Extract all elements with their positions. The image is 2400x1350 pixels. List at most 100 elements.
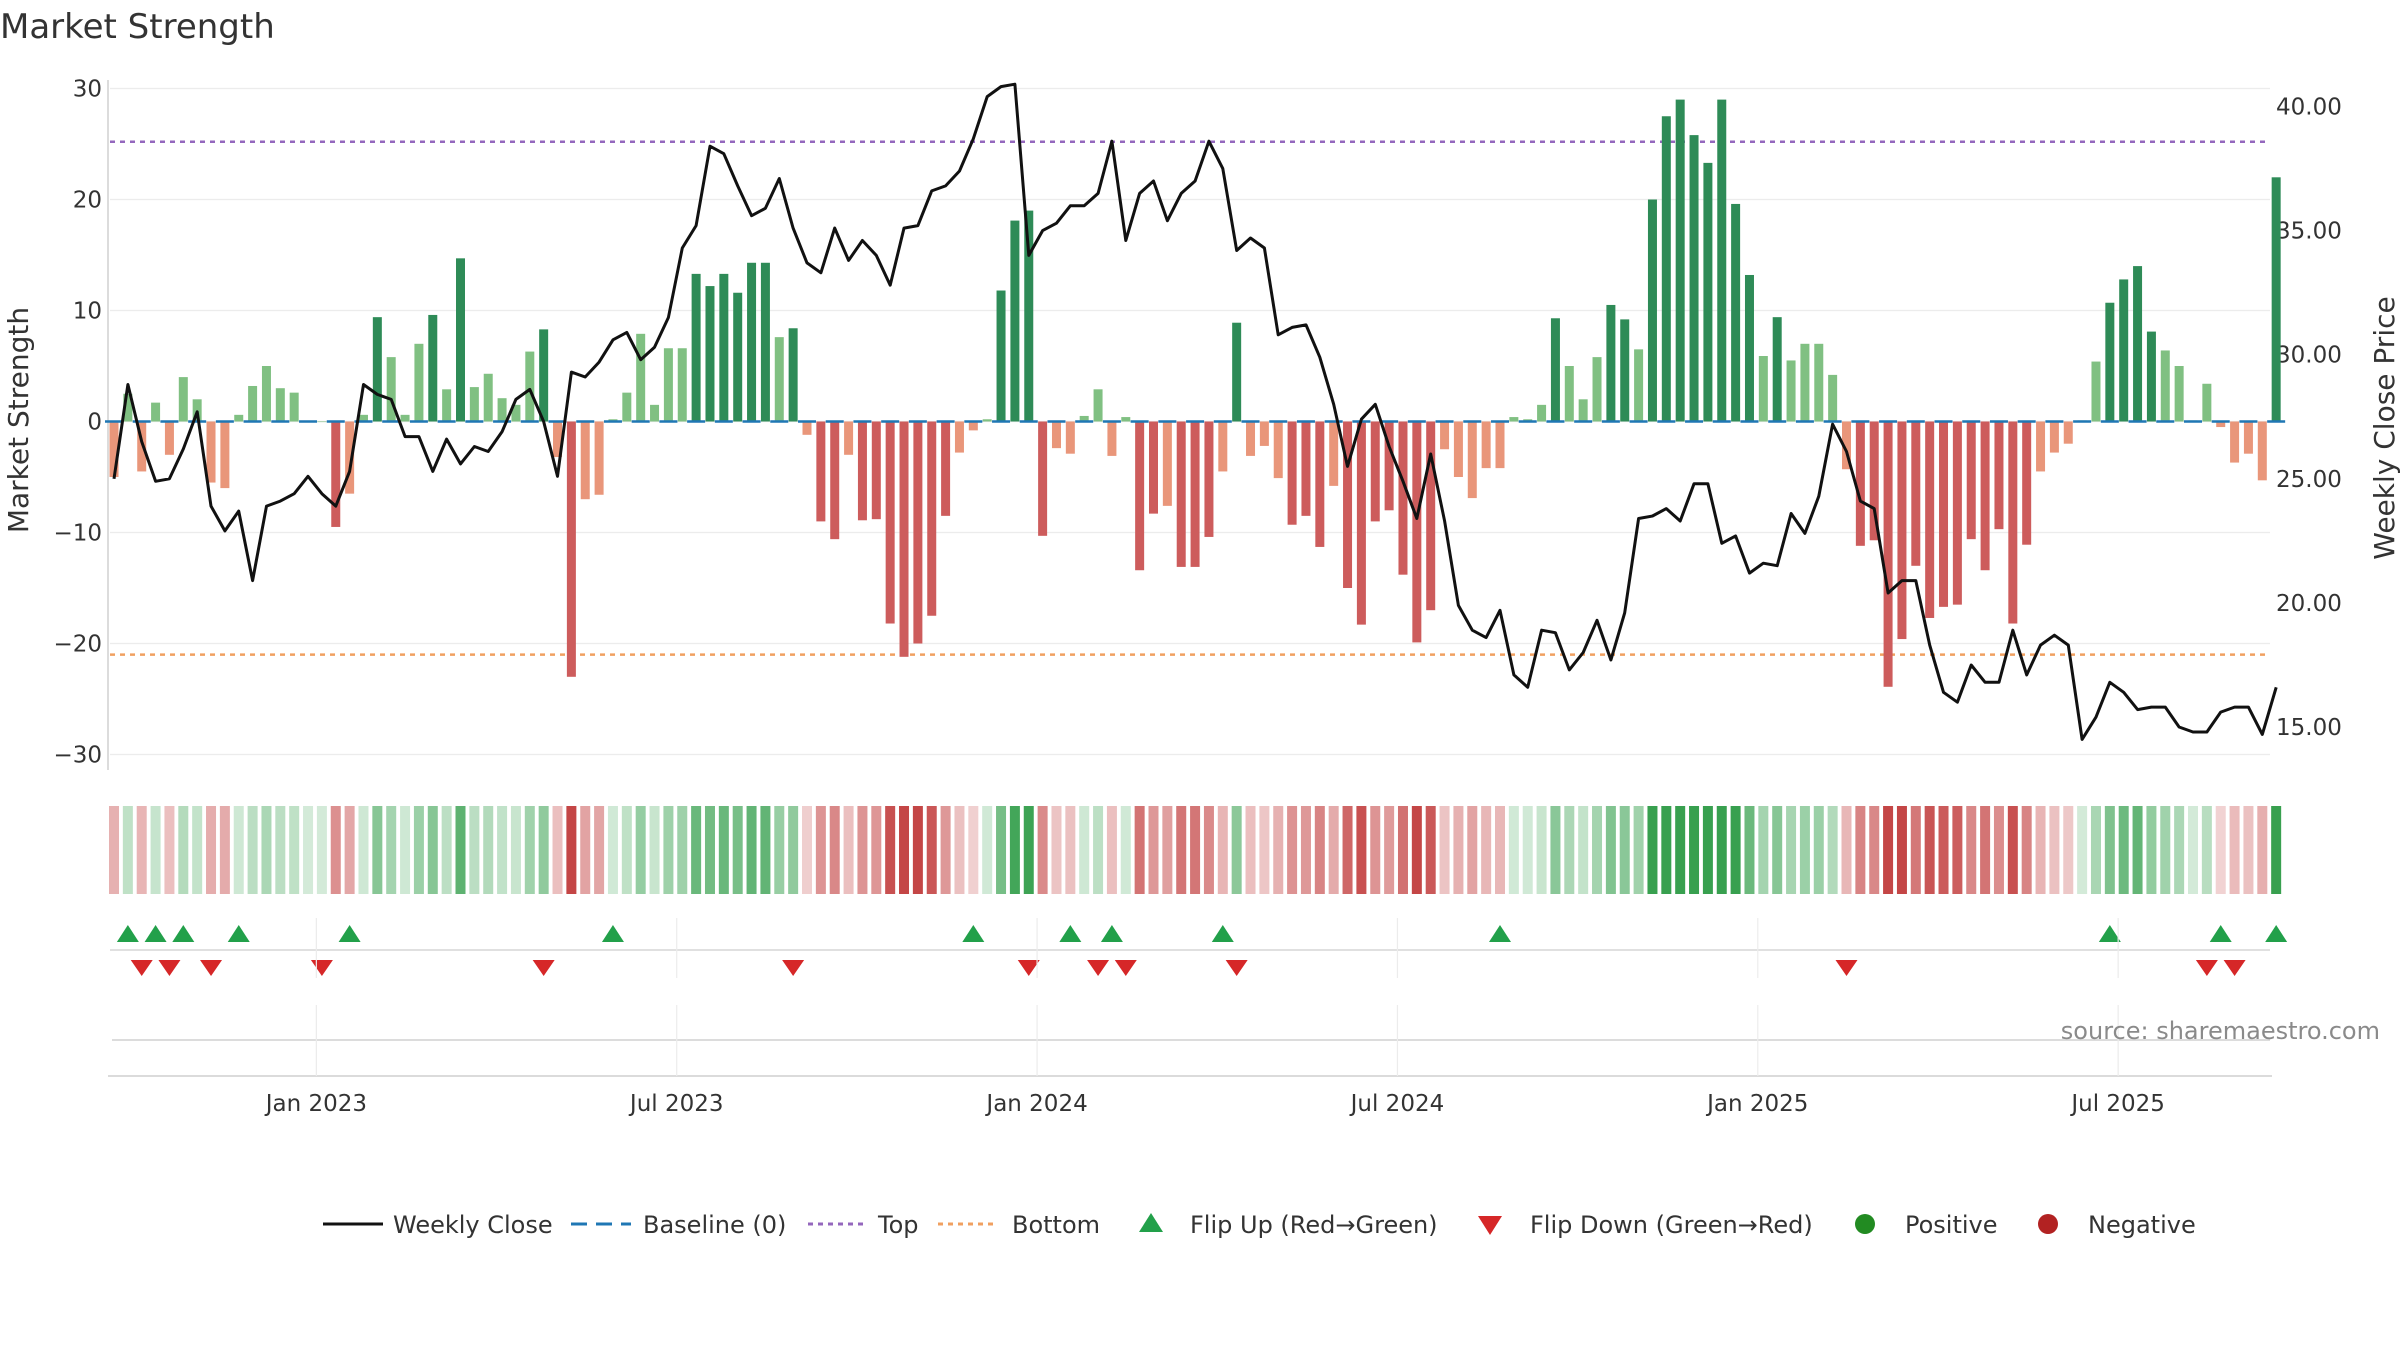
reference-lines xyxy=(110,140,2270,656)
strength-bar xyxy=(1814,343,1824,422)
strip-cell xyxy=(1522,806,1533,894)
strength-bar xyxy=(483,373,493,422)
strip-cell xyxy=(344,806,355,894)
strength-bar xyxy=(109,421,119,477)
strip-cell xyxy=(2104,806,2115,894)
flip-down-marker xyxy=(1017,960,1040,976)
strength-bar xyxy=(1939,421,1949,607)
strength-bar xyxy=(400,414,410,422)
strength-bar xyxy=(663,348,673,422)
strength-bar xyxy=(1176,421,1186,567)
strip-cell xyxy=(677,806,688,894)
right-tick-label: 25.00 xyxy=(2276,467,2342,493)
strength-bar xyxy=(1246,421,1256,456)
strip-cell xyxy=(1841,806,1852,894)
strip-cell xyxy=(788,806,799,894)
strip-cell xyxy=(663,806,674,894)
strength-bar xyxy=(1121,417,1131,422)
strength-bar xyxy=(1301,421,1311,516)
strip-cell xyxy=(1273,806,1284,894)
strip-cell xyxy=(1758,806,1769,894)
strip-cell xyxy=(1328,806,1339,894)
strength-bar xyxy=(594,421,604,495)
strip-cell xyxy=(2063,806,2074,894)
flip-down-marker xyxy=(532,960,555,976)
strength-bar xyxy=(913,421,923,644)
right-tick-label: 20.00 xyxy=(2276,591,2342,617)
legend-label: Negative xyxy=(2088,1211,2196,1239)
strength-bar xyxy=(1065,421,1075,454)
strip-cell xyxy=(2007,806,2018,894)
flip-down-marker xyxy=(130,960,153,976)
strength-bar xyxy=(2008,421,2018,624)
strip-cell xyxy=(413,806,424,894)
strip-cell xyxy=(1411,806,1422,894)
strength-bar xyxy=(996,290,1006,422)
legend-flip-down-swatch xyxy=(1478,1216,1502,1235)
strength-bar xyxy=(1883,421,1893,687)
strip-cell xyxy=(1536,806,1547,894)
strength-bar xyxy=(1149,421,1158,514)
strip-cell xyxy=(483,806,494,894)
strip-cell xyxy=(1384,806,1395,894)
x-tick-label: Jan 2025 xyxy=(1705,1091,1808,1117)
strength-bar xyxy=(1024,210,1034,422)
strength-bar xyxy=(1440,421,1450,450)
strength-bar xyxy=(1564,366,1574,422)
strip-cell xyxy=(1550,806,1561,894)
left-tick-label: −10 xyxy=(53,521,102,547)
strip-cell xyxy=(303,806,314,894)
x-tick-label: Jul 2025 xyxy=(2069,1091,2165,1117)
left-tick-label: 20 xyxy=(73,188,102,214)
strip-cell xyxy=(1702,806,1713,894)
strength-bar xyxy=(1398,421,1408,575)
strip-cell xyxy=(594,806,605,894)
strength-bar xyxy=(1550,318,1560,422)
strip-cell xyxy=(2215,806,2226,894)
strip-cell xyxy=(1855,806,1866,894)
strip-cell xyxy=(760,806,771,894)
chart-title: Market Strength xyxy=(0,7,275,47)
strip-cell xyxy=(1051,806,1062,894)
left-tick-label: 0 xyxy=(87,410,102,436)
strip-cell xyxy=(1993,806,2004,894)
strip-cell xyxy=(885,806,896,894)
strip-cell xyxy=(1799,806,1810,894)
flip-up-marker xyxy=(172,925,195,942)
strength-bar xyxy=(2133,266,2143,422)
strength-bar xyxy=(622,392,632,422)
strength-bar xyxy=(982,419,992,422)
strip-cell xyxy=(192,806,203,894)
strength-bar xyxy=(1869,421,1879,541)
strip-cell xyxy=(358,806,369,894)
strength-bar xyxy=(941,421,951,516)
strip-cell xyxy=(580,806,591,894)
strip-cell xyxy=(206,806,217,894)
strip-cell xyxy=(732,806,743,894)
strength-bar xyxy=(830,421,840,540)
strength-bar xyxy=(816,421,826,522)
left-y-ticks: 30 20 10 0 −10 −20 −30 xyxy=(53,77,102,769)
flip-down-marker xyxy=(310,960,333,976)
strip-cell xyxy=(871,806,882,894)
strength-bar xyxy=(1828,374,1838,422)
x-tick-label: Jul 2024 xyxy=(1349,1091,1445,1117)
strip-cell xyxy=(1079,806,1090,894)
strip-cell xyxy=(982,806,993,894)
strength-bar xyxy=(1190,421,1200,567)
strength-bar xyxy=(469,387,479,422)
strip-cell xyxy=(2146,806,2157,894)
strength-bar xyxy=(511,404,521,422)
strength-bar xyxy=(1218,421,1228,472)
strength-bar xyxy=(1204,421,1214,537)
strength-bar xyxy=(788,328,798,422)
strip-cell xyxy=(1633,806,1644,894)
strip-cell xyxy=(815,806,826,894)
legend: Weekly Close Baseline (0) Top Bottom Flip Up… xyxy=(323,1211,2196,1239)
strip-cell xyxy=(1578,806,1589,894)
strength-bar xyxy=(2091,361,2101,422)
strength-bar xyxy=(1800,343,1810,422)
flip-up-marker xyxy=(338,925,361,942)
strip-cell xyxy=(1176,806,1187,894)
strip-cell xyxy=(2118,806,2129,894)
